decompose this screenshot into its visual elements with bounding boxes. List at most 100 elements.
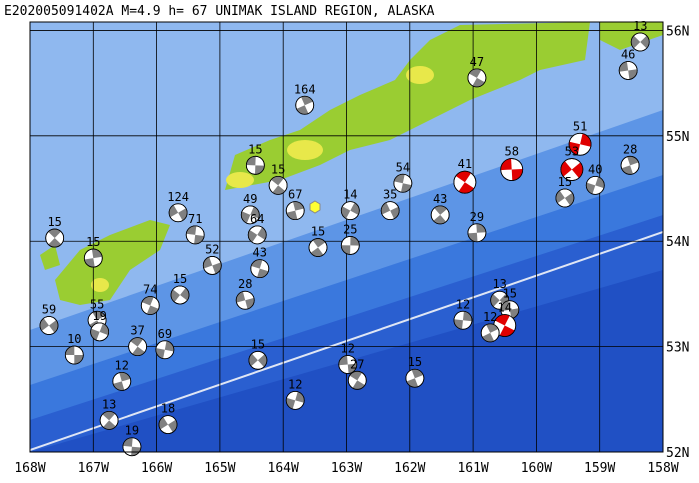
beachball-quadrant bbox=[248, 230, 258, 243]
beachball bbox=[585, 175, 605, 195]
frame bbox=[29, 21, 664, 453]
lon-label: 163W bbox=[331, 461, 362, 476]
beachball bbox=[340, 201, 360, 221]
lon-label: 159W bbox=[584, 461, 615, 476]
beachball-quadrant bbox=[482, 332, 495, 342]
beachball-outline bbox=[340, 236, 360, 255]
beachball-outline bbox=[122, 437, 142, 457]
beachball-quadrant bbox=[194, 234, 205, 244]
depth-label: 12 bbox=[288, 377, 302, 391]
beachball bbox=[185, 225, 205, 245]
beachball bbox=[247, 225, 267, 245]
beachball-outline bbox=[202, 256, 222, 275]
depth-label: 40 bbox=[588, 162, 602, 176]
depth-label: 12 bbox=[341, 342, 355, 356]
depth-label: 28 bbox=[623, 142, 637, 156]
beachball bbox=[620, 155, 640, 175]
beachball-quadrant bbox=[131, 446, 141, 456]
beachball bbox=[202, 256, 222, 275]
beachball-outline bbox=[568, 132, 592, 156]
beachball-outline bbox=[340, 201, 360, 221]
beachball-quadrant bbox=[257, 227, 267, 240]
beachball bbox=[64, 345, 84, 365]
beachball-outline bbox=[235, 290, 255, 310]
beachball bbox=[308, 238, 328, 257]
beachball-outline bbox=[380, 201, 400, 221]
beachball-outline bbox=[158, 415, 178, 434]
beachball-quadrant bbox=[84, 258, 95, 268]
lat-label: 53N bbox=[666, 341, 689, 356]
depth-label: 29 bbox=[470, 210, 484, 224]
beachball-quadrant bbox=[569, 141, 581, 155]
beachball-quadrant bbox=[453, 319, 463, 330]
beachball-quadrant bbox=[347, 363, 357, 374]
depth-label: 18 bbox=[161, 402, 175, 416]
beachball bbox=[285, 201, 305, 221]
depth-label: 69 bbox=[158, 327, 172, 341]
beachball-outline bbox=[500, 158, 524, 181]
depth-label: 124 bbox=[167, 190, 189, 204]
beachball bbox=[170, 285, 190, 305]
depth-label: 12 bbox=[483, 310, 497, 324]
lon-label: 168W bbox=[14, 461, 45, 476]
beachball-quadrant bbox=[555, 190, 565, 204]
beachball-outline bbox=[295, 95, 315, 115]
depth-label: 51 bbox=[573, 119, 587, 133]
beachball-outline bbox=[630, 32, 650, 52]
depth-label: 25 bbox=[343, 222, 357, 236]
beachball-outline bbox=[170, 285, 190, 305]
beachball-quadrant bbox=[401, 183, 412, 193]
beachball-quadrant bbox=[499, 325, 515, 337]
depth-label: 27 bbox=[350, 357, 364, 371]
beachball-outline bbox=[347, 370, 367, 390]
beachball-outline bbox=[250, 259, 270, 279]
beachball bbox=[500, 158, 524, 181]
beachball-outline bbox=[618, 61, 638, 80]
depth-label: 74 bbox=[143, 283, 157, 297]
beachball-quadrant bbox=[180, 287, 190, 301]
lat-label: 52N bbox=[666, 446, 689, 461]
beachball-outline bbox=[453, 170, 477, 194]
beachball-quadrant bbox=[350, 236, 360, 246]
beachball bbox=[480, 323, 500, 343]
depth-label: 15 bbox=[503, 287, 517, 301]
beachball bbox=[122, 437, 142, 457]
beachball-outline bbox=[268, 175, 288, 195]
depth-label: 15 bbox=[311, 225, 325, 239]
beachball-quadrant bbox=[381, 202, 391, 215]
beachball-outline bbox=[555, 188, 575, 208]
beachball-outline bbox=[467, 223, 487, 243]
beachball-quadrant bbox=[341, 245, 351, 255]
beachball-outline bbox=[467, 68, 487, 88]
beachball bbox=[380, 201, 400, 221]
beachball-quadrant bbox=[631, 35, 641, 49]
depth-label: 13 bbox=[492, 277, 506, 291]
depth-label: 15 bbox=[558, 175, 572, 189]
beachball-quadrant bbox=[476, 223, 486, 233]
beachball-quadrant bbox=[246, 156, 256, 166]
depth-label: 52 bbox=[205, 242, 219, 256]
beachball-quadrant bbox=[164, 340, 174, 352]
depth-label: 64 bbox=[250, 212, 264, 226]
lat-label: 54N bbox=[666, 235, 689, 250]
lon-label: 161W bbox=[457, 461, 488, 476]
depth-label: 53 bbox=[565, 145, 579, 159]
beachball bbox=[295, 95, 315, 115]
beachball-quadrant bbox=[433, 214, 447, 224]
beachball-outline bbox=[245, 155, 265, 175]
beachball bbox=[338, 355, 358, 374]
depth-label: 55 bbox=[90, 297, 104, 311]
depth-label: 67 bbox=[288, 188, 302, 202]
beachball-quadrant bbox=[467, 232, 478, 242]
lon-label: 167W bbox=[78, 461, 109, 476]
beachball-quadrant bbox=[130, 337, 143, 347]
beachball-outline bbox=[64, 345, 84, 365]
beachball-quadrant bbox=[394, 174, 405, 184]
depth-label: 15 bbox=[251, 337, 265, 351]
beachball bbox=[128, 337, 148, 357]
beachball-quadrant bbox=[74, 355, 84, 364]
depth-label: 15 bbox=[271, 162, 285, 176]
beachball bbox=[112, 371, 132, 391]
